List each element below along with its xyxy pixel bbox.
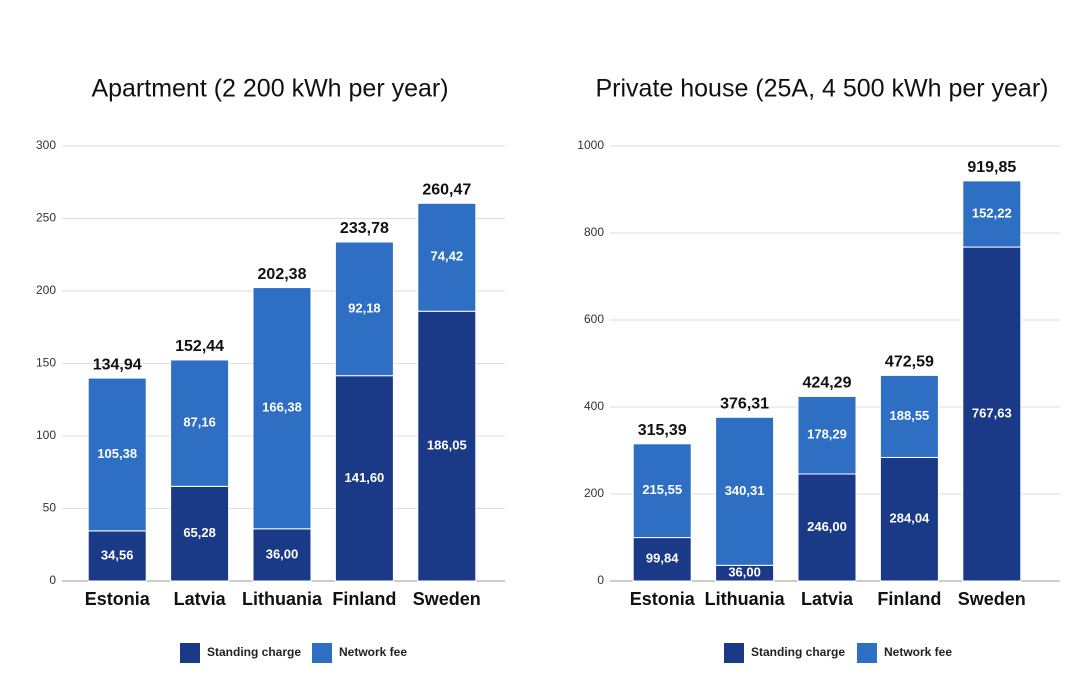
x-tick-label: Sweden [413,589,481,609]
value-label: 152,22 [972,205,1012,220]
y-tick-label: 200 [36,283,56,297]
y-tick-label: 1000 [577,138,604,152]
bar-segment [632,443,692,539]
y-tick-label: 0 [597,573,604,587]
total-label: 152,44 [175,338,224,355]
value-label: 87,16 [183,415,216,430]
x-tick-label: Estonia [85,589,151,609]
total-label: 260,47 [422,182,471,199]
x-tick-label: Sweden [958,589,1026,609]
total-label: 134,94 [93,356,142,373]
legend-label: Network fee [884,645,952,659]
total-label: 472,59 [885,354,934,371]
y-tick-label: 600 [584,312,604,326]
bar-segment [334,375,394,582]
x-tick-label: Estonia [630,589,696,609]
bar-segment [252,528,312,582]
y-tick-label: 400 [584,399,604,413]
bar-segment [170,359,230,487]
y-tick-label: 50 [43,501,57,515]
value-label: 166,38 [262,400,302,415]
chart-title: Apartment (2 200 kWh per year) [91,75,448,103]
value-label: 178,29 [807,427,847,442]
value-label: 141,60 [345,470,385,485]
legend-label: Network fee [339,645,407,659]
value-label: 215,55 [642,482,682,497]
value-label: 284,04 [890,511,931,526]
value-label: 36,00 [266,546,299,561]
value-label: 34,56 [101,547,134,562]
value-label: 74,42 [431,249,464,264]
y-tick-label: 250 [36,211,56,225]
x-tick-label: Latvia [801,589,854,609]
total-label: 315,39 [638,422,687,439]
bar-segment [252,287,312,530]
total-label: 424,29 [803,375,852,392]
bar-segment [87,377,147,532]
total-label: 919,85 [967,159,1016,176]
legend-label: Standing charge [207,645,301,659]
value-label: 36,00 [728,565,761,580]
x-tick-label: Latvia [174,589,227,609]
bar-segment [715,416,775,566]
bar-segment [417,202,477,312]
y-tick-label: 150 [36,356,56,370]
legend-label: Standing charge [751,645,845,659]
total-label: 202,38 [258,266,307,283]
bar-segment [879,456,939,582]
value-label: 186,05 [427,438,467,453]
bar-segment [962,246,1022,582]
legend-swatch [312,643,332,663]
legend-swatch [724,643,744,663]
total-label: 376,31 [720,396,769,413]
bar-segment [797,473,857,582]
bar-segment [879,374,939,458]
value-label: 188,55 [890,408,930,423]
bar-segment [87,530,147,582]
value-label: 105,38 [97,446,137,461]
x-tick-label: Finland [877,589,941,609]
y-tick-label: 0 [49,573,56,587]
value-label: 99,84 [646,551,679,566]
x-tick-label: Lithuania [705,589,786,609]
bar-segment [962,180,1022,248]
value-label: 65,28 [183,525,216,540]
x-tick-label: Lithuania [242,589,323,609]
chart-title: Private house (25A, 4 500 kWh per year) [595,75,1048,103]
bar-segment [797,395,857,475]
value-label: 246,00 [807,519,847,534]
bar-segment [334,241,394,377]
value-label: 92,18 [348,300,381,315]
bar-segment [170,485,230,582]
y-tick-label: 800 [584,225,604,239]
value-label: 340,31 [725,483,765,498]
bar-segment [417,310,477,582]
legend-swatch [180,643,200,663]
y-tick-label: 300 [36,138,56,152]
total-label: 233,78 [340,220,389,237]
value-label: 767,63 [972,405,1012,420]
y-tick-label: 100 [36,428,56,442]
y-tick-label: 200 [584,486,604,500]
legend-swatch [857,643,877,663]
x-tick-label: Finland [332,589,396,609]
